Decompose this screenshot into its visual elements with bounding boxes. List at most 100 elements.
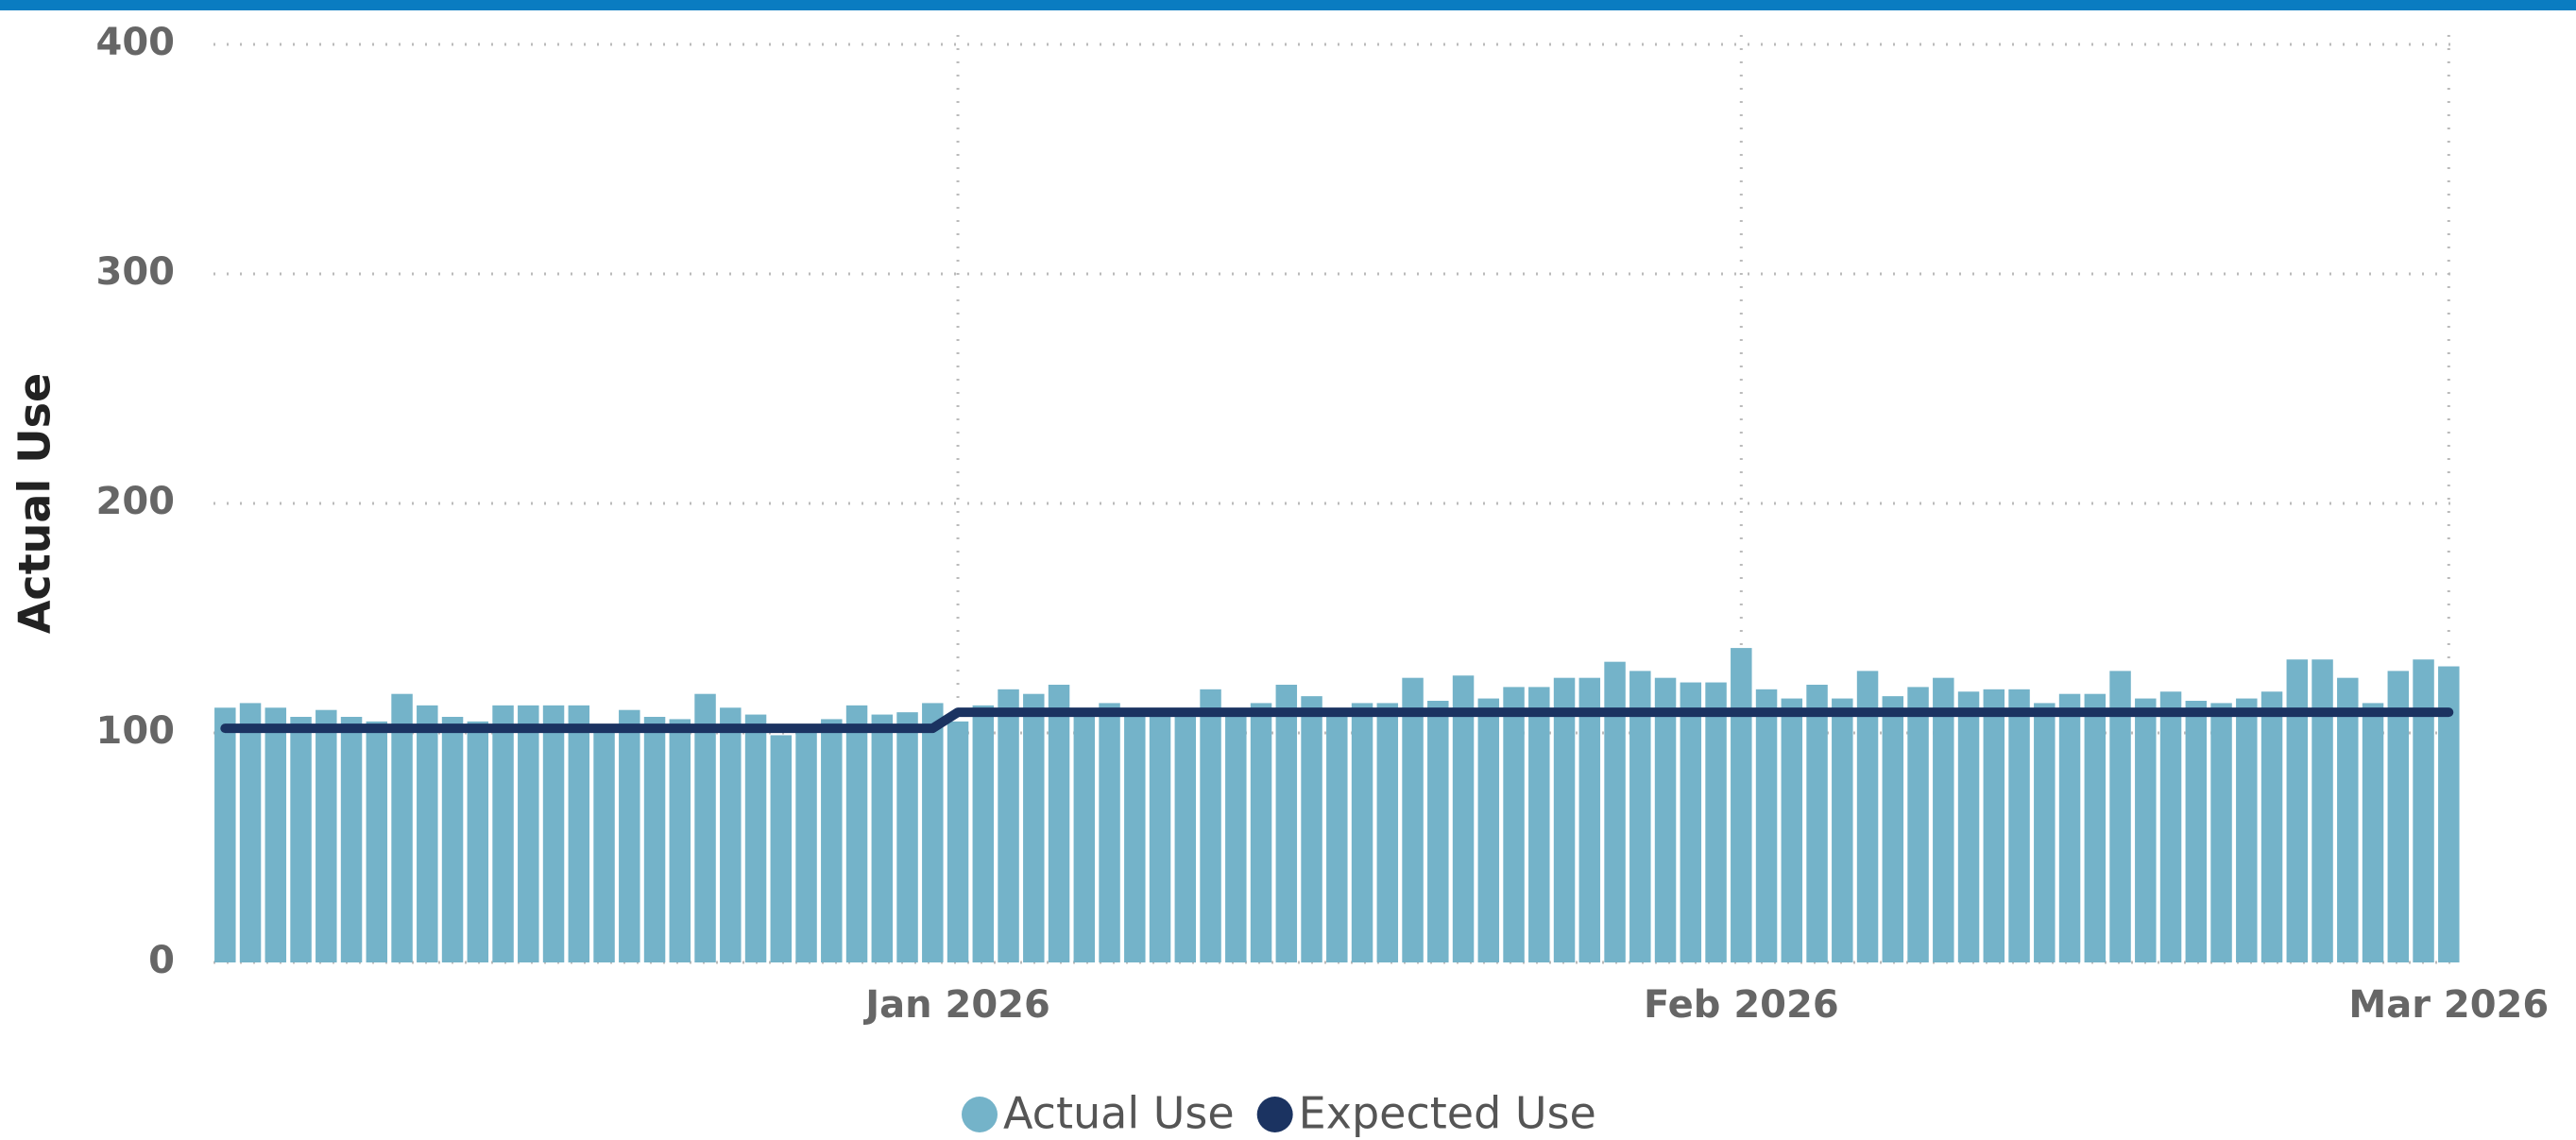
bar xyxy=(214,707,236,962)
y-tick-label: 0 xyxy=(148,939,175,982)
bar xyxy=(2185,700,2208,962)
bar xyxy=(922,703,944,962)
bar xyxy=(1477,698,1500,962)
bar xyxy=(643,716,666,962)
bar xyxy=(1326,712,1348,962)
bar xyxy=(896,712,918,962)
bar xyxy=(1200,689,1221,962)
bar xyxy=(972,705,995,962)
bar xyxy=(1225,712,1247,962)
bar xyxy=(1578,677,1601,962)
bar xyxy=(542,705,565,962)
bar xyxy=(2084,693,2107,962)
bar xyxy=(795,733,817,962)
bar xyxy=(1402,677,1424,962)
bar xyxy=(1755,689,1778,962)
bar xyxy=(1654,677,1677,962)
bar xyxy=(1073,712,1096,962)
bar xyxy=(340,716,363,962)
bar xyxy=(1856,671,1879,962)
y-tick-label: 100 xyxy=(96,709,176,753)
bar xyxy=(845,705,868,962)
bar xyxy=(720,707,742,962)
bar xyxy=(1427,700,1449,962)
bar xyxy=(441,716,464,962)
bar xyxy=(593,730,615,962)
legend-label: Actual Use xyxy=(1003,1088,1235,1139)
bar xyxy=(492,705,514,962)
bar xyxy=(744,714,767,962)
bar xyxy=(518,705,539,962)
legend-marker xyxy=(1256,1097,1293,1132)
top-bar xyxy=(0,0,2576,10)
bar xyxy=(2034,703,2056,962)
bar xyxy=(568,705,590,962)
y-tick-label: 200 xyxy=(96,480,176,523)
bar xyxy=(1629,671,1651,962)
bar xyxy=(316,709,337,962)
bar xyxy=(1680,682,1702,962)
bar xyxy=(1376,703,1399,962)
bar xyxy=(1452,675,1475,962)
bar xyxy=(2312,659,2333,962)
bar xyxy=(1301,696,1322,962)
y-tick-label: 300 xyxy=(96,250,176,294)
bar xyxy=(1781,698,1803,962)
x-tick-label: Mar 2026 xyxy=(2348,983,2549,1027)
bar xyxy=(1882,696,1904,962)
bar xyxy=(1275,684,1298,962)
bar xyxy=(2236,698,2258,962)
bar xyxy=(1099,703,1120,962)
bar xyxy=(1933,677,1954,962)
bar xyxy=(1957,691,1980,962)
x-tick-label: Jan 2026 xyxy=(862,983,1050,1027)
legend-marker xyxy=(962,1097,998,1132)
bar xyxy=(947,721,969,962)
bar xyxy=(2210,703,2232,962)
bar xyxy=(1149,712,1171,962)
bar xyxy=(2413,659,2434,962)
bar xyxy=(694,693,716,962)
bar xyxy=(467,721,489,962)
bar xyxy=(998,689,1019,962)
bar xyxy=(2260,691,2283,962)
bar xyxy=(1528,687,1550,962)
bar xyxy=(669,719,691,962)
line xyxy=(220,707,2454,734)
bar xyxy=(1907,687,1929,962)
bar xyxy=(239,703,262,962)
legend-label: Expected Use xyxy=(1299,1088,1596,1139)
bar xyxy=(1351,703,1373,962)
bar xyxy=(1048,684,1070,962)
bar xyxy=(619,709,640,962)
bar xyxy=(417,705,438,962)
x-tick-label: Feb 2026 xyxy=(1644,983,1839,1027)
bar xyxy=(1806,684,1828,962)
bar xyxy=(290,716,312,962)
bar xyxy=(1503,687,1525,962)
bar xyxy=(2135,698,2157,962)
bar xyxy=(821,719,843,962)
bar xyxy=(1705,682,1727,962)
bar xyxy=(2058,693,2081,962)
bar xyxy=(2008,689,2030,962)
bar xyxy=(2159,691,2182,962)
bar xyxy=(391,693,413,962)
bar xyxy=(1832,698,1853,962)
bar xyxy=(2438,666,2460,962)
bar xyxy=(2286,659,2309,962)
bar xyxy=(1553,677,1576,962)
bar xyxy=(1731,648,1752,962)
bar xyxy=(2109,671,2131,962)
y-tick-label: 400 xyxy=(96,21,176,64)
bar xyxy=(2337,677,2359,962)
bar xyxy=(2387,671,2410,962)
bar xyxy=(2362,703,2384,962)
bar xyxy=(264,707,287,962)
bar xyxy=(1174,712,1197,962)
bar xyxy=(366,721,388,962)
y-axis-title: Actual Use xyxy=(9,373,60,634)
bar xyxy=(1124,712,1146,962)
bar xyxy=(1023,693,1045,962)
